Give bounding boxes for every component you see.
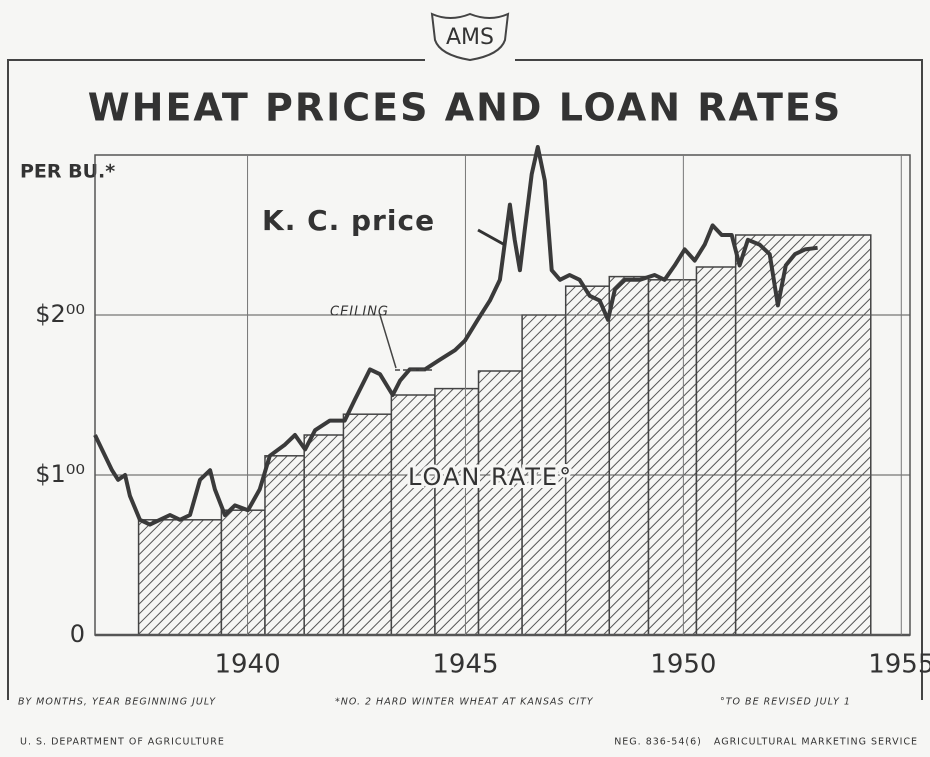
loan-rate-bar	[649, 280, 697, 635]
y-axis-label: PER BU.*	[20, 161, 115, 183]
loan-rate-bar	[391, 395, 435, 635]
logo: AMS	[446, 25, 494, 50]
pointer	[478, 230, 505, 245]
loan-rate-bar	[609, 277, 648, 635]
chart: AMS WHEAT PRICES AND LOAN RATES PER BU.*…	[0, 0, 930, 757]
footer-right: NEG. 836-54(6) AGRICULTURAL MARKETING SE…	[614, 737, 918, 748]
loan-rate-bar	[221, 510, 265, 635]
note: *NO. 2 HARD WINTER WHEAT AT KANSAS CITY	[335, 697, 594, 708]
pointer	[380, 315, 396, 368]
x-tick-label: 1950	[650, 650, 716, 680]
loan-rate-bar	[736, 235, 871, 635]
x-tick-label: 1955	[868, 650, 930, 680]
plot-layer: 0 $1⁰⁰ $2⁰⁰ 1940 1945 1950 1955	[35, 147, 930, 680]
loan-rate-bar	[479, 371, 523, 635]
loan-rate-bar	[566, 286, 610, 635]
x-tick-label: 1945	[432, 650, 498, 680]
loan-rate-bar	[265, 456, 304, 635]
loan-rate-bar	[304, 435, 343, 635]
loan-rate-bar	[343, 414, 391, 635]
x-tick-label: 1940	[214, 650, 280, 680]
note: BY MONTHS, YEAR BEGINNING JULY	[18, 697, 216, 708]
y-tick-label: $2⁰⁰	[35, 300, 85, 328]
y-tick-label: 0	[70, 620, 85, 648]
y-tick-label: $1⁰⁰	[35, 460, 85, 488]
loan-rate-label: LOAN RATE°	[408, 463, 573, 491]
note: °TO BE REVISED JULY 1	[720, 697, 851, 708]
loan-rate-bar	[435, 389, 479, 635]
loan-rate-bar	[696, 267, 735, 635]
page: AMS WHEAT PRICES AND LOAN RATES PER BU.*…	[0, 0, 930, 757]
footer-left: U. S. DEPARTMENT OF AGRICULTURE	[20, 737, 225, 748]
series-label: K. C. price	[262, 204, 435, 237]
loan-rate-bar	[139, 520, 222, 635]
chart-title: WHEAT PRICES AND LOAN RATES	[88, 86, 843, 130]
annotation: CEILING	[330, 305, 389, 320]
